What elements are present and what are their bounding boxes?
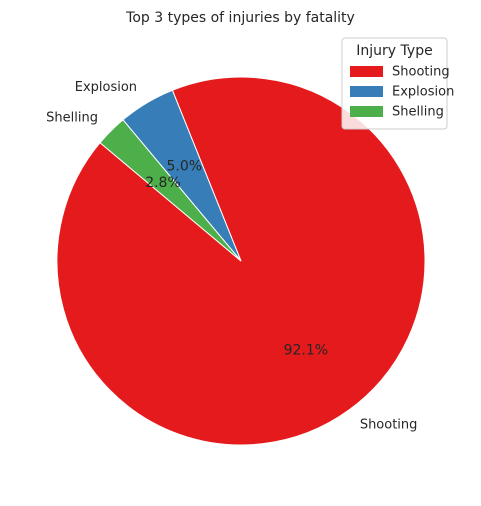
legend-swatch-shooting — [350, 66, 383, 77]
legend-title: Injury Type — [356, 43, 432, 59]
percent-label-shooting: 92.1% — [284, 342, 328, 358]
legend-swatch-explosion — [350, 86, 383, 97]
percent-labels: 92.1% 5.0%2.8% — [145, 158, 328, 358]
slice-label-explosion: Explosion — [75, 80, 137, 95]
legend-swatch-shelling — [350, 106, 383, 117]
percent-label-explosion: 5.0% — [167, 158, 203, 174]
legend-label-explosion: Explosion — [392, 85, 454, 100]
pie-slices — [56, 76, 426, 446]
legend-label-shooting: Shooting — [392, 65, 450, 80]
legend-items: Shooting Explosion Shelling — [350, 65, 454, 120]
chart-title: Top 3 types of injuries by fatality — [125, 10, 355, 26]
legend-label-shelling: Shelling — [392, 105, 444, 120]
legend: Injury Type Shooting Explosion Shelling — [341, 37, 454, 130]
pie-slice-shelling — [99, 119, 242, 262]
slice-label-shelling: Shelling — [46, 110, 98, 125]
slice-labels: Shooting Explosion Shelling — [46, 80, 417, 433]
percent-label-shelling: 2.8% — [145, 175, 181, 191]
slice-label-shooting: Shooting — [360, 417, 418, 432]
